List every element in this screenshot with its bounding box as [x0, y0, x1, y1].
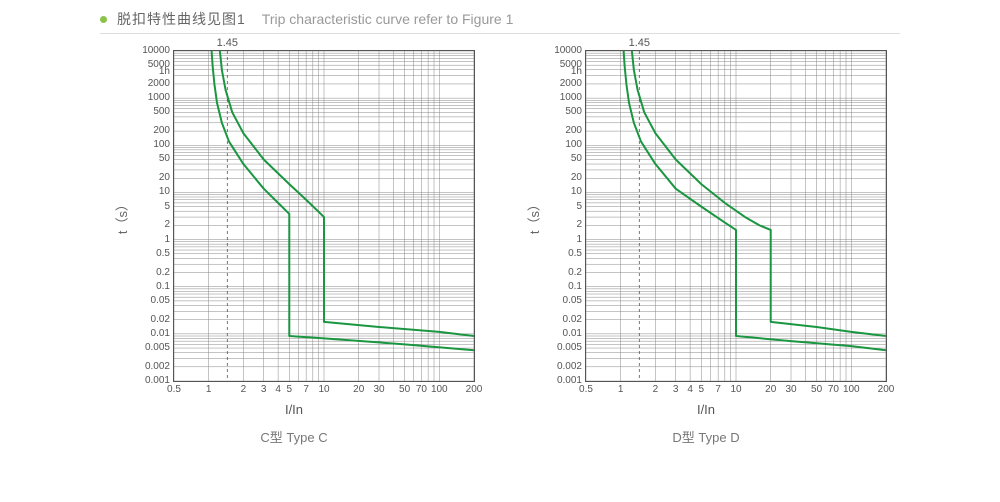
y-axis-label: t（s） — [525, 198, 544, 234]
y-tick: 0.1 — [568, 282, 582, 292]
y-tick: 2 — [164, 220, 170, 230]
x-tick: 7 — [715, 384, 721, 395]
y-tick: 1h — [159, 67, 170, 77]
y-tick: 0.02 — [563, 315, 582, 325]
x-tick: 0.5 — [579, 384, 593, 395]
x-tick: 70 — [828, 384, 839, 395]
x-tick: 2 — [241, 384, 247, 395]
title-en: Trip characteristic curve refer to Figur… — [262, 11, 514, 27]
y-tick: 1 — [576, 235, 582, 245]
x-tick: 1 — [206, 384, 212, 395]
x-tick: 5 — [287, 384, 293, 395]
y-tick: 2000 — [148, 79, 170, 89]
marker-label: 1.45 — [217, 37, 238, 49]
y-tick: 10 — [159, 187, 170, 197]
y-tick: 0.5 — [156, 249, 170, 259]
y-tick: 0.2 — [568, 268, 582, 278]
y-tick: 0.1 — [156, 282, 170, 292]
y-tick: 20 — [159, 173, 170, 183]
y-axis-label: t（s） — [113, 198, 132, 234]
y-tick: 0.002 — [557, 362, 582, 372]
x-tick: 50 — [399, 384, 410, 395]
y-tick: 100 — [565, 140, 582, 150]
chart-subtitle: D型 Type D — [672, 427, 739, 446]
y-tick: 0.02 — [151, 315, 170, 325]
y-tick: 1h — [571, 67, 582, 77]
x-tick: 5 — [699, 384, 705, 395]
x-tick: 0.5 — [167, 384, 181, 395]
y-tick: 10000 — [142, 46, 170, 56]
x-tick: 4 — [275, 384, 281, 395]
y-tick: 1000 — [148, 93, 170, 103]
charts-container: t（s）1000050001h2000100050020010050201052… — [0, 50, 1000, 446]
title-cn: 脱扣特性曲线见图1 — [117, 9, 246, 29]
y-tick: 50 — [159, 154, 170, 164]
x-tick: 2 — [653, 384, 659, 395]
y-tick: 10000 — [554, 46, 582, 56]
y-tick: 0.05 — [563, 296, 582, 306]
y-tick: 500 — [565, 107, 582, 117]
y-tick: 0.01 — [563, 329, 582, 339]
y-tick: 1000 — [560, 93, 582, 103]
y-tick: 200 — [153, 126, 170, 136]
x-tick: 200 — [466, 384, 483, 395]
x-tick: 100 — [843, 384, 860, 395]
page: 脱扣特性曲线见图1 Trip characteristic curve refe… — [0, 0, 1000, 502]
x-tick: 30 — [785, 384, 796, 395]
y-tick: 50 — [571, 154, 582, 164]
x-axis-label: I/In — [285, 402, 303, 417]
x-tick: 200 — [878, 384, 895, 395]
y-tick: 0.005 — [145, 343, 170, 353]
y-tick: 500 — [153, 107, 170, 117]
x-tick: 7 — [303, 384, 309, 395]
y-tick: 5 — [576, 202, 582, 212]
header: 脱扣特性曲线见图1 Trip characteristic curve refe… — [100, 5, 900, 34]
x-tick: 30 — [373, 384, 384, 395]
x-tick: 50 — [811, 384, 822, 395]
y-tick: 2000 — [560, 79, 582, 89]
bullet-icon — [100, 16, 107, 23]
x-tick: 70 — [416, 384, 427, 395]
y-tick: 0.002 — [145, 362, 170, 372]
plot-area: 1.450.51234571020305070100200 — [173, 50, 475, 382]
marker-label: 1.45 — [629, 37, 650, 49]
y-tick: 0.5 — [568, 249, 582, 259]
y-tick: 100 — [153, 140, 170, 150]
x-tick: 3 — [261, 384, 267, 395]
x-tick: 100 — [431, 384, 448, 395]
y-tick: 200 — [565, 126, 582, 136]
x-tick: 4 — [687, 384, 693, 395]
chart-1: t（s）1000050001h2000100050020010050201052… — [525, 50, 887, 446]
y-tick: 2 — [576, 220, 582, 230]
plot-area: 1.450.51234571020305070100200 — [585, 50, 887, 382]
y-tick: 0.01 — [151, 329, 170, 339]
x-tick: 10 — [318, 384, 329, 395]
x-axis-label: I/In — [697, 402, 715, 417]
y-tick: 1 — [164, 235, 170, 245]
x-tick: 20 — [765, 384, 776, 395]
y-tick: 5 — [164, 202, 170, 212]
y-tick: 10 — [571, 187, 582, 197]
chart-subtitle: C型 Type C — [260, 427, 327, 446]
x-tick: 10 — [730, 384, 741, 395]
x-tick: 1 — [618, 384, 624, 395]
x-tick: 3 — [673, 384, 679, 395]
y-tick: 20 — [571, 173, 582, 183]
chart-0: t（s）1000050001h2000100050020010050201052… — [113, 50, 475, 446]
y-tick: 0.2 — [156, 268, 170, 278]
x-tick: 20 — [353, 384, 364, 395]
y-tick: 0.005 — [557, 343, 582, 353]
y-tick: 0.05 — [151, 296, 170, 306]
